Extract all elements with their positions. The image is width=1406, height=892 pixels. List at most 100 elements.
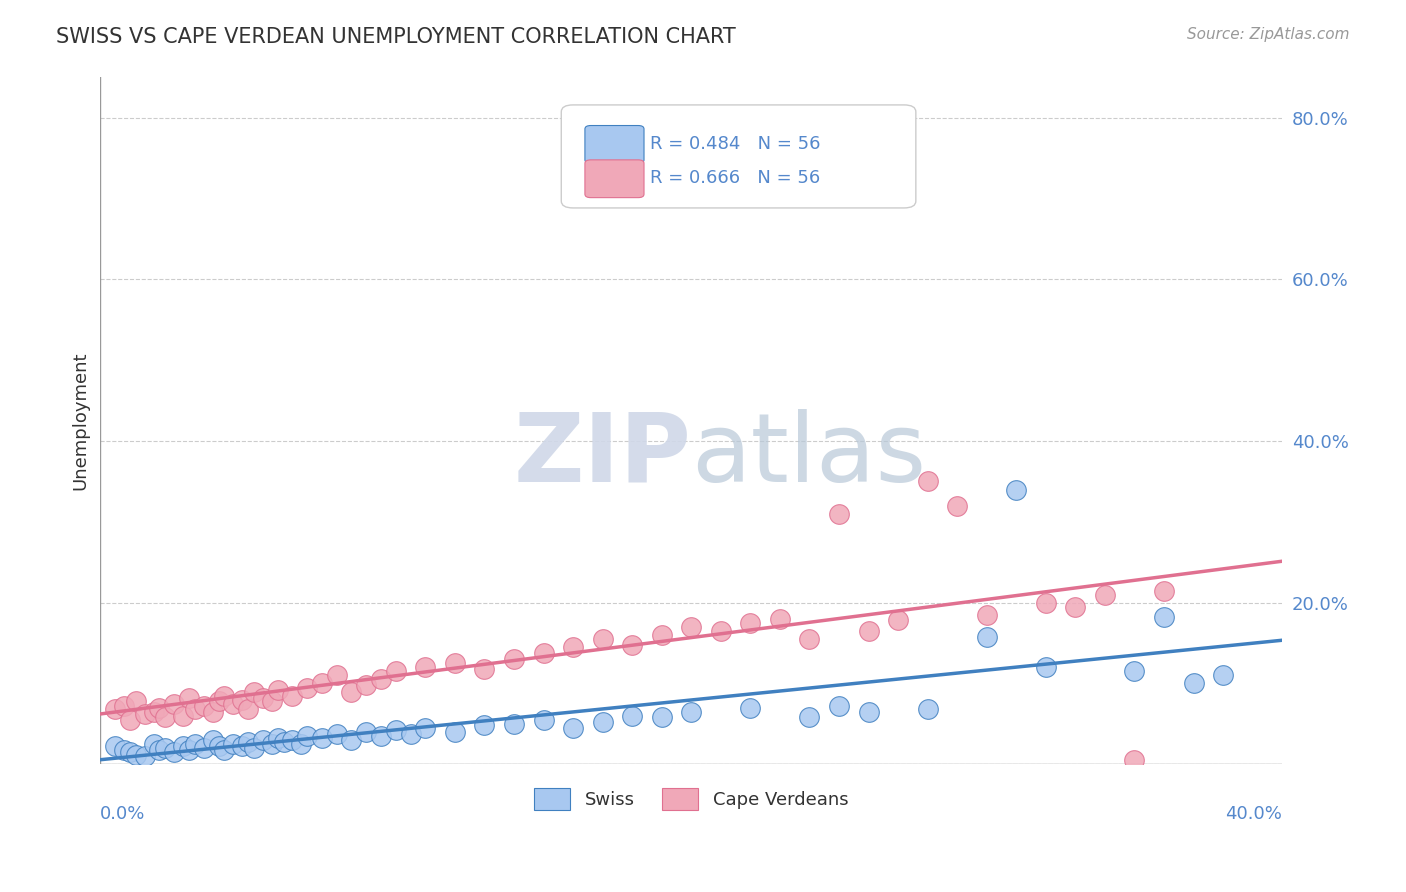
Swiss <box>273 734 295 748</box>
Swiss <box>172 739 194 754</box>
Swiss <box>503 717 526 731</box>
Cape Verdeans <box>260 694 283 708</box>
Text: R = 0.666   N = 56: R = 0.666 N = 56 <box>650 169 820 187</box>
Cape Verdeans <box>281 689 304 703</box>
Cape Verdeans <box>104 702 127 716</box>
Text: 0.0%: 0.0% <box>100 805 146 823</box>
Swiss <box>125 747 148 762</box>
Cape Verdeans <box>231 692 253 706</box>
Swiss <box>1153 610 1175 624</box>
Cape Verdeans <box>887 614 910 628</box>
Cape Verdeans <box>740 615 762 630</box>
Swiss <box>295 729 318 743</box>
Swiss <box>177 742 200 756</box>
Swiss <box>207 739 229 754</box>
Text: Source: ZipAtlas.com: Source: ZipAtlas.com <box>1187 27 1350 42</box>
Swiss <box>243 741 266 756</box>
FancyBboxPatch shape <box>561 105 915 208</box>
Swiss <box>266 731 288 746</box>
Cape Verdeans <box>474 662 496 676</box>
Cape Verdeans <box>917 475 939 489</box>
Swiss <box>163 745 186 759</box>
Cape Verdeans <box>163 697 186 711</box>
Swiss <box>474 718 496 732</box>
Swiss <box>193 741 215 756</box>
Swiss <box>621 708 644 723</box>
Cape Verdeans <box>710 624 733 638</box>
Cape Verdeans <box>172 708 194 723</box>
Text: R = 0.484   N = 56: R = 0.484 N = 56 <box>650 135 821 153</box>
Swiss <box>281 733 304 747</box>
Cape Verdeans <box>976 607 998 622</box>
Cape Verdeans <box>193 699 215 714</box>
Swiss <box>651 710 673 724</box>
Text: ZIP: ZIP <box>513 409 692 501</box>
Cape Verdeans <box>222 697 245 711</box>
Swiss <box>415 721 437 735</box>
Cape Verdeans <box>252 691 274 706</box>
Swiss <box>252 733 274 747</box>
Cape Verdeans <box>134 707 156 722</box>
Swiss <box>799 710 821 724</box>
Swiss <box>290 737 312 751</box>
Swiss <box>1005 483 1028 497</box>
Swiss <box>260 737 283 751</box>
Cape Verdeans <box>562 640 585 654</box>
Swiss <box>917 702 939 716</box>
Swiss <box>155 741 177 756</box>
Swiss <box>976 630 998 644</box>
Cape Verdeans <box>1153 583 1175 598</box>
Swiss <box>858 705 880 719</box>
Swiss <box>562 721 585 735</box>
Cape Verdeans <box>207 694 229 708</box>
Cape Verdeans <box>681 620 703 634</box>
Cape Verdeans <box>112 699 135 714</box>
Swiss <box>222 737 245 751</box>
Cape Verdeans <box>236 702 259 716</box>
Swiss <box>236 734 259 748</box>
Cape Verdeans <box>385 665 408 679</box>
Legend: Swiss, Cape Verdeans: Swiss, Cape Verdeans <box>527 780 855 817</box>
Cape Verdeans <box>295 681 318 695</box>
Swiss <box>356 725 378 739</box>
Text: 40.0%: 40.0% <box>1226 805 1282 823</box>
Cape Verdeans <box>444 657 467 671</box>
Cape Verdeans <box>118 713 141 727</box>
Cape Verdeans <box>1123 753 1146 767</box>
Cape Verdeans <box>148 700 170 714</box>
Text: SWISS VS CAPE VERDEAN UNEMPLOYMENT CORRELATION CHART: SWISS VS CAPE VERDEAN UNEMPLOYMENT CORRE… <box>56 27 735 46</box>
FancyBboxPatch shape <box>585 126 644 163</box>
Cape Verdeans <box>311 676 333 690</box>
Swiss <box>385 723 408 738</box>
Swiss <box>118 745 141 759</box>
Cape Verdeans <box>184 702 207 716</box>
Swiss <box>592 715 614 730</box>
Cape Verdeans <box>356 678 378 692</box>
Swiss <box>1123 665 1146 679</box>
Cape Verdeans <box>266 682 288 697</box>
Text: atlas: atlas <box>692 409 927 501</box>
Swiss <box>1035 660 1057 674</box>
Cape Verdeans <box>201 705 224 719</box>
Cape Verdeans <box>177 691 200 706</box>
Swiss <box>231 739 253 754</box>
Cape Verdeans <box>155 710 177 724</box>
Cape Verdeans <box>243 684 266 698</box>
Swiss <box>142 737 165 751</box>
Swiss <box>533 713 555 727</box>
Cape Verdeans <box>214 689 236 703</box>
Cape Verdeans <box>621 638 644 652</box>
Swiss <box>1182 676 1205 690</box>
Cape Verdeans <box>651 628 673 642</box>
Cape Verdeans <box>769 612 792 626</box>
Cape Verdeans <box>828 507 851 521</box>
Cape Verdeans <box>1064 599 1087 614</box>
Cape Verdeans <box>503 652 526 666</box>
Cape Verdeans <box>592 632 614 646</box>
Cape Verdeans <box>125 694 148 708</box>
Cape Verdeans <box>142 705 165 719</box>
Swiss <box>444 725 467 739</box>
Swiss <box>134 749 156 764</box>
Y-axis label: Unemployment: Unemployment <box>72 351 89 490</box>
Swiss <box>325 726 347 740</box>
